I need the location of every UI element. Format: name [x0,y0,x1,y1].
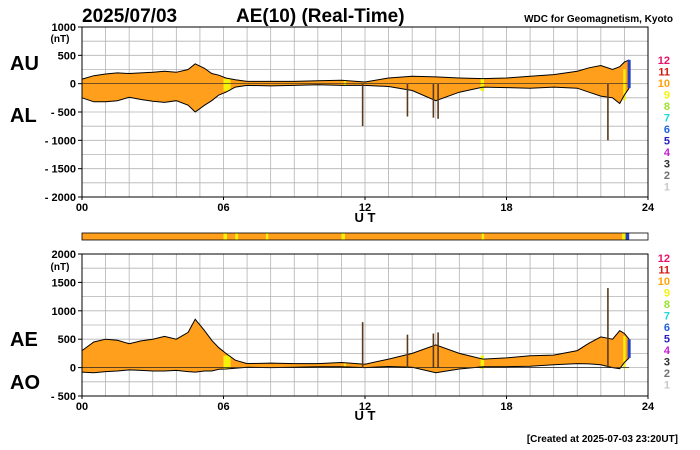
y-tick-label: - 500 [51,391,76,403]
y-tick-label: - 2000 [45,192,76,204]
au-al-area [81,59,631,113]
yellow-segment [623,69,626,101]
ae-ao-spikes [361,288,609,368]
yellow-segment [343,363,347,367]
y-tick-label: 500 [58,334,76,346]
yellow-segment [480,78,485,91]
y-tick-label: 1000 [52,22,76,34]
au-al-y-ticks: 1000 500 0 - 500 - 1000 - 1500 - 2000 [45,22,82,204]
au-al-x-ticks: 00 06 12 18 24 [76,197,655,214]
y-tick-label: 500 [58,50,76,62]
ae-ao-y-ticks: 2000 1500 1000 500 0 - 500 [51,249,82,403]
station-status-bar [81,232,649,241]
status-segment [265,233,269,240]
status-base [82,233,630,240]
au-al-unit: (nT) [51,34,70,45]
al-line [81,84,630,113]
filled-range-area [82,59,630,112]
station-count-label: 11 [658,265,670,277]
station-count-label: 6 [664,124,670,136]
x-tick-label: 06 [217,401,229,413]
station-count-label: 10 [658,276,670,288]
station-count-label: 7 [664,113,670,125]
station-count-label: 8 [664,299,670,311]
au-al-x-label: U T [355,210,376,225]
ae-ao-unit: (nT) [51,262,70,273]
x-tick-label: 24 [642,401,655,413]
ae-line [81,318,630,365]
au-label: AU [10,53,39,75]
status-segment [223,233,228,240]
yellow-segment [223,355,231,369]
status-segment [481,233,485,240]
x-tick-label: 00 [76,401,88,413]
y-tick-label: - 1000 [45,135,76,147]
status-segment [625,233,630,240]
station-count-label: 12 [658,55,670,67]
chart-title: AE(10) (Real-Time) [236,6,405,27]
au-al-spikes [361,83,609,141]
ae-ao-x-ticks: 00 06 12 18 24 [76,396,655,413]
y-tick-label: 1000 [52,306,76,318]
yellow-segment [223,78,231,91]
status-segment [235,233,239,240]
station-count-label: 8 [664,101,670,113]
station-count-label: 9 [664,288,670,300]
al-label: AL [10,105,37,127]
x-tick-label: 12 [359,401,371,413]
y-tick-label: 1500 [52,277,76,289]
yellow-segment [623,336,626,369]
y-tick-label: 0 [70,79,76,91]
chart-source: WDC for Geomagnetism, Kyoto [524,14,673,25]
station-count-label: 9 [664,90,670,102]
yellow-segment [480,355,485,369]
x-tick-label: 00 [76,202,88,214]
x-tick-label: 06 [217,202,229,214]
x-tick-label: 18 [500,202,512,214]
yellow-segment [343,80,347,86]
au-line [81,59,630,83]
status-segment [341,233,345,240]
station-count-label: 7 [664,311,670,323]
station-count-label: 3 [664,357,670,369]
x-tick-label: 12 [359,202,371,214]
station-count-label: 1 [664,380,670,392]
status-segment [622,233,626,240]
station-count-label: 10 [658,78,670,90]
filled-range-area [82,319,630,373]
chart-date: 2025/07/03 [82,6,177,27]
ae-ao-area [81,318,631,374]
station-count-label: 6 [664,322,670,334]
station-count-label: 4 [664,345,671,357]
x-tick-label: 18 [500,401,512,413]
ae-label: AE [10,329,38,351]
station-count-label: 5 [664,334,670,346]
y-tick-label: 0 [70,363,76,375]
station-count-label: 12 [658,253,670,265]
created-timestamp: [Created at 2025-07-03 23:20UT] [527,434,678,445]
y-tick-label: 2000 [52,249,76,261]
y-tick-label: - 1500 [45,164,76,176]
station-count-label: 11 [658,67,670,79]
station-count-label: 1 [664,182,670,194]
station-count-label: 4 [664,147,671,159]
ae-ao-x-label: U T [355,408,376,423]
station-count-label: 2 [664,368,670,380]
station-count-label: 2 [664,170,670,182]
ae-ao-grid [82,254,648,396]
status-frame [81,232,649,241]
x-tick-label: 24 [642,202,655,214]
au-al-panel: 1000 500 0 - 500 - 1000 - 1500 - 2000 00 06 12 18… [10,22,655,225]
au-al-grid [82,27,648,197]
station-count-label: 3 [664,159,670,171]
ao-label: AO [10,372,40,394]
station-count-label: 5 [664,136,670,148]
ae-ao-panel: 2000 1500 1000 500 0 - 500 00 06 12 18 24 (nT) U … [10,249,655,423]
y-tick-label: - 500 [51,107,76,119]
